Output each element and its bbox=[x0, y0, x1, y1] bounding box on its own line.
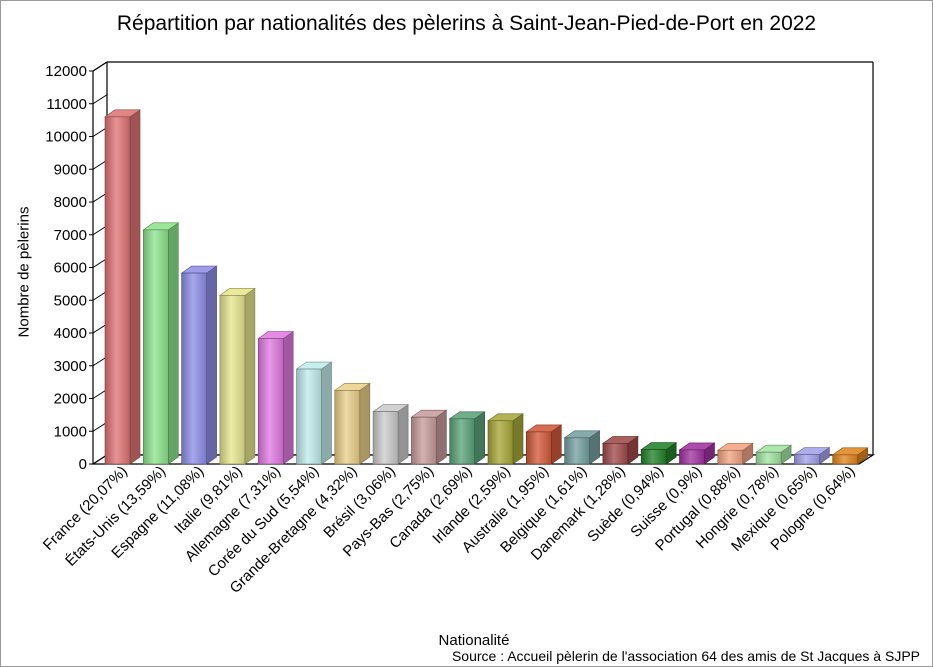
bar bbox=[717, 449, 744, 465]
y-tick-label: 3000 bbox=[54, 358, 87, 375]
bar-side bbox=[321, 361, 332, 465]
bar bbox=[487, 420, 514, 465]
bar bbox=[564, 437, 590, 465]
bar-side bbox=[397, 404, 409, 465]
chart-title: Répartition par nationalités des pèlerin… bbox=[116, 12, 817, 35]
bar bbox=[640, 449, 667, 465]
y-tick-label: 10000 bbox=[45, 129, 87, 146]
bar-side bbox=[436, 409, 447, 465]
y-tick-label: 7000 bbox=[54, 227, 87, 244]
bar-side bbox=[359, 382, 371, 465]
y-tick-depth bbox=[92, 356, 108, 367]
y-tick-label: 5000 bbox=[54, 292, 87, 309]
y-tick-label: 9000 bbox=[54, 161, 87, 178]
bar bbox=[219, 295, 246, 465]
y-axis-label: Nombre de pèlerins bbox=[15, 206, 33, 338]
y-tick-depth bbox=[92, 127, 108, 137]
bar-side bbox=[282, 330, 294, 465]
bar bbox=[794, 454, 820, 465]
y-tick-label: 12000 bbox=[45, 63, 87, 80]
y-tick-depth bbox=[92, 454, 108, 465]
bar-side bbox=[512, 413, 524, 465]
bar bbox=[143, 229, 169, 465]
bar bbox=[372, 411, 399, 465]
bar bbox=[755, 451, 782, 465]
bar bbox=[449, 418, 476, 465]
y-tick-depth bbox=[92, 290, 108, 301]
bar-side bbox=[474, 411, 486, 465]
source-note: Source : Accueil pèlerin de l'associatio… bbox=[451, 648, 920, 664]
bar bbox=[525, 431, 552, 465]
y-tick-depth bbox=[92, 159, 108, 170]
x-axis-label: Nationalité bbox=[438, 632, 510, 649]
y-tick-depth bbox=[92, 421, 108, 432]
bar bbox=[181, 272, 207, 465]
y-tick-depth bbox=[92, 225, 108, 236]
y-tick-label: 0 bbox=[79, 456, 87, 473]
bar-side bbox=[129, 109, 141, 465]
y-tick-label: 2000 bbox=[54, 391, 87, 408]
bar-side bbox=[168, 222, 179, 465]
y-tick-depth bbox=[92, 389, 108, 399]
bar-side bbox=[244, 287, 256, 465]
bar bbox=[257, 338, 284, 465]
bar bbox=[411, 416, 437, 465]
bar bbox=[832, 454, 859, 465]
y-tick-label: 11000 bbox=[46, 96, 87, 113]
y-tick-label: 1000 bbox=[54, 423, 87, 440]
y-tick-depth bbox=[92, 192, 108, 203]
y-tick-depth bbox=[92, 323, 108, 334]
bar bbox=[602, 443, 629, 465]
bar bbox=[334, 390, 361, 465]
y-tick-label: 8000 bbox=[54, 194, 87, 211]
y-tick-depth bbox=[92, 258, 108, 268]
y-tick-label: 4000 bbox=[54, 325, 87, 342]
y-tick-label: 6000 bbox=[54, 260, 87, 277]
y-tick-depth bbox=[92, 61, 108, 72]
y-tick-depth bbox=[92, 94, 108, 105]
bar bbox=[679, 449, 705, 465]
bar bbox=[104, 116, 131, 465]
bar bbox=[296, 368, 322, 465]
bar-side bbox=[206, 265, 217, 465]
